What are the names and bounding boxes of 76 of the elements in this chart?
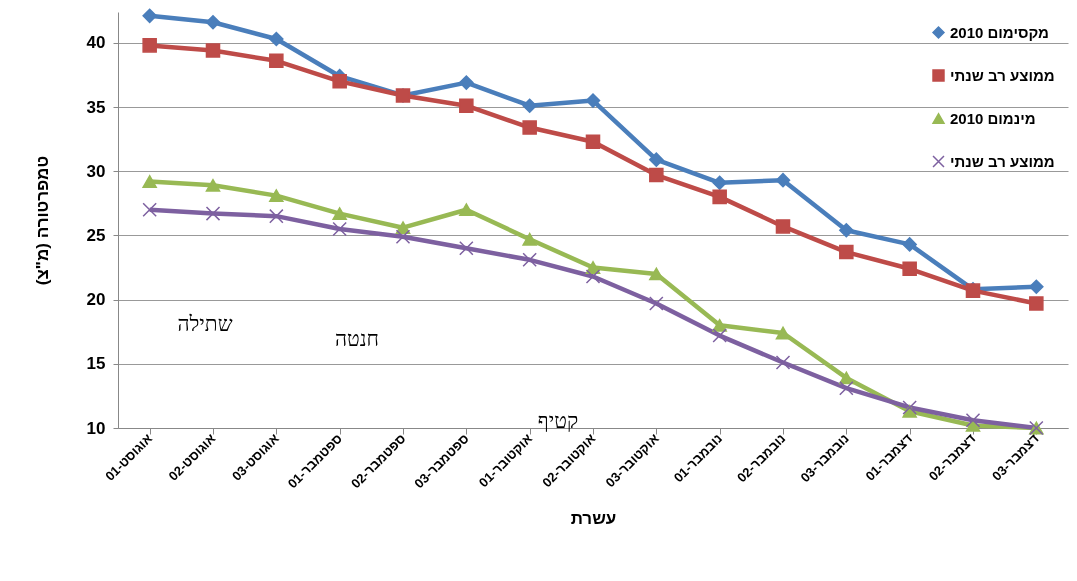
- annotation: קטיף: [537, 409, 579, 433]
- x-tick-label: ספטמבר-01: [284, 430, 346, 492]
- y-axis-title: טמפרטורה (מ"צ): [32, 155, 52, 286]
- point: [965, 413, 981, 428]
- x-tick-label: אוקטובר-01: [475, 430, 536, 491]
- point: [332, 221, 347, 237]
- point: [1029, 296, 1044, 311]
- point: [712, 318, 727, 332]
- point: [142, 38, 157, 53]
- point: [902, 237, 917, 252]
- x-tick-label: אוקטובר-03: [602, 430, 662, 491]
- x-tick-label: דצמבר-01: [862, 430, 916, 484]
- annotation: חנטה: [334, 327, 380, 351]
- x-tick-label: נובמבר-02: [734, 430, 789, 486]
- point: [269, 31, 284, 47]
- point: [839, 244, 854, 260]
- point: [712, 189, 727, 205]
- point: [522, 232, 537, 246]
- point: [332, 74, 347, 89]
- point: [775, 355, 791, 370]
- point: [142, 202, 157, 217]
- point: [142, 175, 157, 188]
- point: [839, 223, 854, 238]
- x-tick-label: ספטמבר-03: [411, 430, 472, 492]
- point: [649, 267, 664, 281]
- x-tick-label: דצמבר-03: [989, 430, 1043, 484]
- point: [205, 178, 221, 192]
- legend-label: ממוצע רב שנתי: [950, 152, 1055, 170]
- x-axis-title: עשרת: [570, 509, 617, 529]
- point: [522, 98, 537, 113]
- y-tick-label: 40: [86, 33, 106, 53]
- x-tick-label: דצמבר-02: [925, 430, 979, 484]
- legend-label: מינמום 2010: [950, 109, 1036, 127]
- point: [585, 93, 601, 108]
- y-tick-label: 25: [86, 225, 106, 245]
- y-tick-label: 30: [86, 161, 106, 181]
- x-tick-label: אוגוסט-02: [165, 430, 219, 484]
- x-tick-label: אוגוסט-03: [228, 430, 282, 484]
- point: [205, 43, 221, 58]
- point: [902, 261, 917, 277]
- point: [459, 203, 474, 217]
- point: [585, 134, 601, 149]
- point: [649, 167, 664, 183]
- legend-label: ממוצע רב שנתי: [950, 66, 1055, 84]
- point: [269, 189, 284, 202]
- point: [775, 326, 791, 340]
- point: [902, 400, 917, 415]
- x-tick-label: נובמבר-01: [670, 430, 726, 486]
- point: [775, 219, 791, 234]
- point: [459, 75, 474, 90]
- y-tick-label: 15: [86, 354, 106, 374]
- annotation: שתילה: [177, 312, 233, 336]
- point: [649, 152, 664, 167]
- point: [332, 207, 347, 220]
- point: [965, 419, 981, 432]
- point: [269, 53, 284, 69]
- point: [142, 8, 157, 24]
- point: [269, 208, 284, 224]
- point: [522, 120, 537, 135]
- point: [205, 15, 221, 30]
- point: [459, 240, 474, 256]
- point: [775, 172, 791, 188]
- x-tick-label: נובמבר-03: [797, 430, 852, 486]
- point: [522, 252, 537, 268]
- y-tick-label: 10: [86, 418, 106, 438]
- y-tick-label: 35: [86, 97, 106, 117]
- point: [585, 269, 601, 284]
- point: [712, 175, 727, 191]
- point: [839, 380, 854, 396]
- point: [1029, 279, 1044, 295]
- legend-label: מקסימום 2010: [950, 23, 1050, 41]
- x-tick-label: ספטמבר-02: [348, 430, 409, 492]
- point: [395, 229, 411, 244]
- point: [205, 206, 221, 221]
- point: [459, 98, 474, 113]
- y-tick-label: 20: [86, 290, 106, 310]
